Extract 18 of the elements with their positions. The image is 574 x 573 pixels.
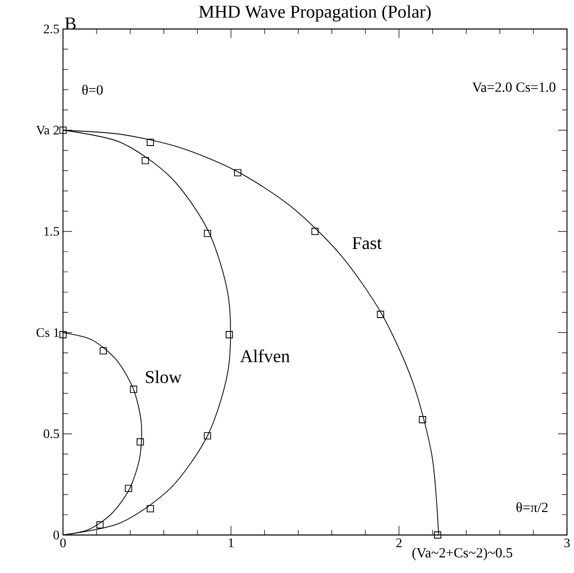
x-tick-label: 3: [564, 538, 570, 548]
series-label: Slow: [146, 370, 182, 384]
y-tick-label: Cs 1: [36, 328, 59, 337]
x-tick-label: 2: [396, 538, 402, 548]
x-tick-label: 1: [228, 538, 234, 548]
y-tick-label: 0.5: [44, 429, 59, 438]
y-tick-label: 1.5: [44, 227, 59, 236]
series-label: Fast: [352, 237, 382, 250]
chart-title: MHD Wave Propagation (Polar): [199, 5, 431, 22]
series-label: Alfven: [240, 349, 290, 362]
x-tick-label: 0: [60, 538, 66, 548]
annotation: θ=0: [82, 84, 103, 95]
y-tick-label: 2.5: [44, 24, 59, 34]
annotation: θ=π/2: [516, 502, 548, 512]
y-tick-label: Va 2: [36, 126, 59, 135]
y-tick-label: 0: [53, 530, 59, 540]
annotation: Va=2.0 Cs=1.0: [472, 82, 556, 92]
text: (Va~2+Cs~2)~0.5: [412, 548, 512, 560]
